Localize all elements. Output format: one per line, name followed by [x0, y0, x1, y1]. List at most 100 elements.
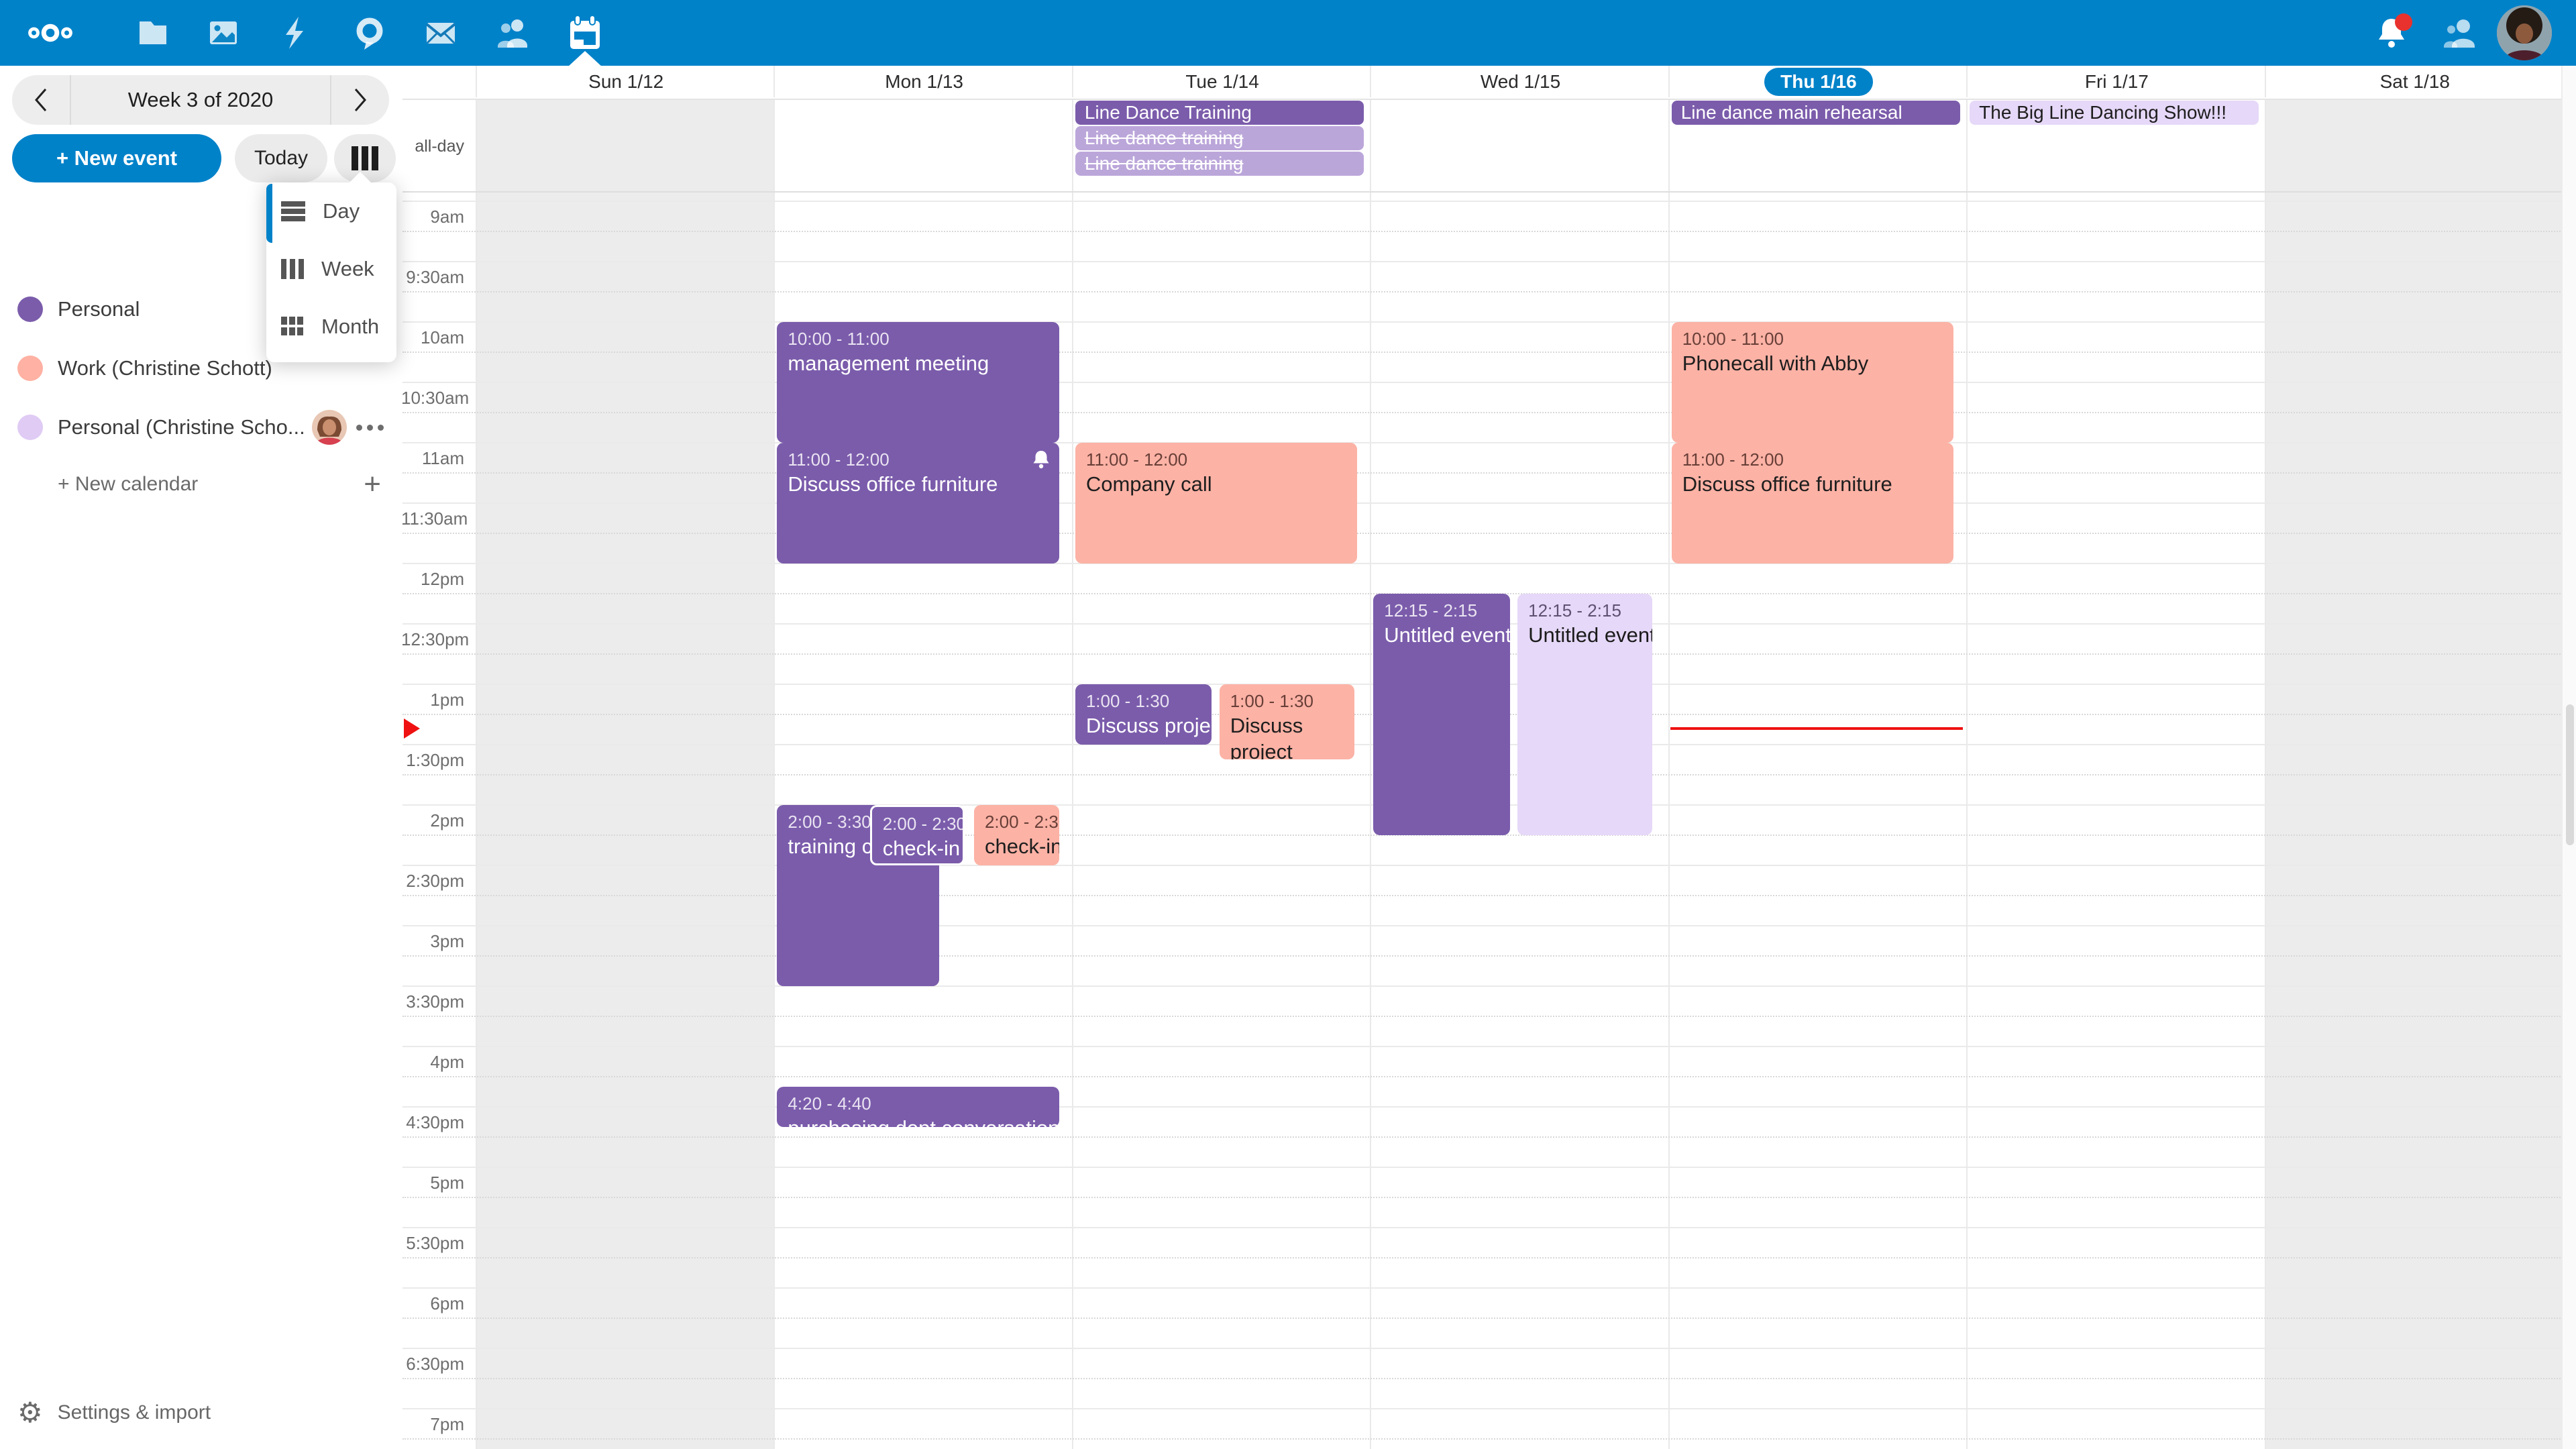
grid-column-wed[interactable] — [1370, 99, 1669, 1449]
time-label: 3:30pm — [406, 991, 464, 1012]
contacts-menu-icon[interactable] — [2436, 9, 2483, 56]
new-calendar-label: + New calendar — [58, 473, 199, 495]
sidebar-item-calendar-personal-shared[interactable]: Personal (Christine Scho... — [0, 401, 402, 453]
day-header-sun[interactable]: Sun 1/12 — [476, 66, 775, 97]
view-switcher-button[interactable] — [334, 134, 396, 182]
grid-line — [402, 352, 2563, 353]
vertical-scrollbar[interactable] — [2561, 66, 2576, 1449]
grid-line — [402, 1076, 2563, 1077]
mail-icon[interactable] — [417, 9, 464, 56]
new-event-button[interactable]: + New event — [12, 134, 221, 182]
today-pill: Thu 1/16 — [1764, 67, 1873, 96]
menu-scrollbar-thumb[interactable] — [266, 184, 272, 243]
grid-line — [402, 835, 2563, 836]
grid-column-mon[interactable] — [773, 99, 1073, 1449]
grid-column-fri[interactable] — [1966, 99, 2265, 1449]
all-day-event[interactable]: Line dance training — [1075, 152, 1364, 176]
new-calendar-button[interactable]: + New calendar + — [0, 460, 402, 508]
all-day-event[interactable]: Line dance main rehearsal — [1671, 101, 1961, 125]
time-label: 3pm — [430, 931, 464, 951]
time-label: 12:30pm — [401, 629, 470, 649]
week-label[interactable]: Week 3 of 2020 — [127, 88, 274, 111]
menu-item-day[interactable]: Day — [266, 182, 396, 240]
day-header-tue[interactable]: Tue 1/14 — [1071, 66, 1371, 97]
event-card[interactable]: 10:00 - 11:00 Phonecall with Abby — [1671, 322, 1954, 443]
calendar-icon[interactable] — [561, 9, 608, 56]
talk-icon[interactable] — [346, 9, 393, 56]
time-label: 1pm — [430, 690, 464, 710]
contacts-icon[interactable] — [489, 9, 536, 56]
event-title: Phonecall with Abby — [1682, 352, 1869, 375]
day-header-fri[interactable]: Fri 1/17 — [1966, 66, 2265, 97]
day-header-thu[interactable]: Thu 1/16 — [1668, 66, 1968, 97]
time-label: 5pm — [430, 1173, 464, 1193]
event-card[interactable]: 1:00 - 1:30 Discuss project announcement — [1075, 684, 1212, 745]
event-card[interactable]: 4:20 - 4:40purchasing dept conversation — [777, 1087, 1059, 1127]
grid-line — [402, 261, 2563, 262]
grid-line — [402, 1408, 2563, 1409]
event-card[interactable]: 12:15 - 2:15 Untitled event — [1517, 594, 1653, 835]
event-time: 11:00 - 12:00 — [788, 449, 890, 470]
event-time: 11:00 - 12:00 — [1682, 449, 1784, 470]
scrollbar-thumb[interactable] — [2566, 704, 2574, 845]
top-bar — [0, 0, 2576, 67]
day-header-wed[interactable]: Wed 1/15 — [1370, 66, 1669, 97]
event-title: management meeting — [788, 352, 989, 375]
event-title: check-in — [882, 837, 961, 860]
event-time: 11:00 - 12:00 — [1085, 449, 1188, 470]
photos-icon[interactable] — [200, 9, 247, 56]
event-card[interactable]: 12:15 - 2:15 Untitled event — [1373, 594, 1510, 835]
grid-column-sat[interactable] — [2264, 99, 2564, 1449]
grid-line — [402, 502, 2563, 504]
grid-column-thu[interactable] — [1668, 99, 1968, 1449]
sidebar-item-calendar-personal[interactable]: Personal — [0, 283, 402, 335]
settings-import-button[interactable]: ⚙ Settings & import — [0, 1391, 402, 1434]
day-header-sat[interactable]: Sat 1/18 — [2264, 66, 2564, 97]
day-header-mon[interactable]: Mon 1/13 — [773, 66, 1073, 97]
calendar-actions-menu-icon[interactable] — [356, 424, 384, 431]
time-label: 4:30pm — [406, 1112, 464, 1132]
notification-bell-icon[interactable] — [2368, 9, 2415, 56]
event-card[interactable]: 10:00 - 11:00 management meeting — [777, 322, 1059, 443]
event-card[interactable]: 2:00 - 2:30 check-in — [973, 805, 1059, 865]
time-label: 6:30pm — [406, 1354, 464, 1374]
all-day-event[interactable]: Line Dance Training — [1075, 101, 1364, 125]
grid-line — [402, 1227, 2563, 1228]
event-card[interactable]: 11:00 - 12:00 Company call — [1075, 443, 1358, 564]
all-day-event[interactable]: The Big Line Dancing Show!!! — [1970, 101, 2259, 125]
previous-week-button[interactable] — [12, 75, 70, 125]
next-week-button[interactable] — [331, 75, 389, 125]
grid-line — [402, 985, 2563, 987]
day-view-icon — [281, 201, 305, 221]
event-card[interactable]: 11:00 - 12:00 Discuss office furniture — [777, 443, 1059, 564]
grid-column-tue[interactable] — [1071, 99, 1371, 1449]
files-folder-icon[interactable] — [129, 9, 176, 56]
menu-item-month[interactable]: Month — [266, 298, 396, 356]
reminder-bell-icon — [1031, 449, 1051, 473]
menu-item-label: Day — [323, 199, 360, 223]
time-label: 7pm — [430, 1414, 464, 1434]
event-card[interactable]: 2:00 - 2:30 check-in — [869, 805, 965, 865]
grid-line — [402, 1287, 2563, 1289]
event-card[interactable]: 11:00 - 12:00 Discuss office furniture — [1671, 443, 1954, 564]
grid-line — [402, 895, 2563, 896]
grid-line — [402, 442, 2563, 443]
grid-column-sun[interactable] — [476, 99, 775, 1449]
event-time: 12:15 - 2:15 — [1528, 600, 1621, 621]
all-day-event[interactable]: Line dance training — [1075, 126, 1364, 150]
time-label: 11am — [421, 448, 464, 468]
calendar-name: Personal — [58, 297, 140, 321]
today-button[interactable]: Today — [235, 134, 327, 182]
calendar-name: Work (Christine Schott) — [58, 356, 272, 380]
event-time: 2:00 - 2:30 — [984, 812, 1059, 832]
activity-icon[interactable] — [272, 9, 319, 56]
grid-line — [402, 1046, 2563, 1047]
event-title: Discuss project announcement — [1230, 714, 1303, 759]
menu-item-week[interactable]: Week — [266, 240, 396, 298]
grid-line — [402, 291, 2563, 292]
nextcloud-logo[interactable] — [27, 9, 74, 56]
sidebar-item-calendar-work[interactable]: Work (Christine Schott) — [0, 342, 402, 394]
time-label: 10am — [420, 327, 464, 347]
user-avatar[interactable] — [2497, 5, 2552, 60]
event-card[interactable]: 1:00 - 1:30 Discuss project announcement — [1219, 684, 1355, 759]
